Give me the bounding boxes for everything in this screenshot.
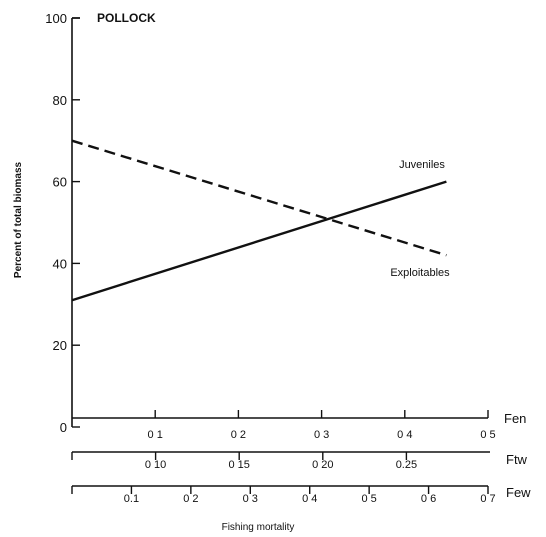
x-axis-name: Ftw [506, 452, 528, 467]
x-tick-label: 0 2 [183, 493, 198, 505]
series-line-exploitables [71, 139, 447, 257]
x-tick-label: 0.25 [396, 459, 417, 471]
series-label-juveniles: Juveniles [399, 159, 445, 171]
y-tick-label: 40 [53, 256, 67, 271]
x-tick-label: 0 20 [312, 459, 333, 471]
x-tick-label: 0 7 [480, 493, 495, 505]
x-axis-ftw: 0 10 0 15 0 20 0.25 Ftw [71, 451, 528, 471]
x-tick-label: 0 15 [228, 459, 249, 471]
x-tick-label: 0 4 [302, 493, 317, 505]
x-tick-label: 0 2 [231, 429, 246, 441]
x-axis-fen: 0 1 0 2 0 3 0 4 0 5 Fen [72, 410, 526, 441]
y-ticks: 0 20 40 60 80 100 [45, 11, 80, 435]
x-axis-name: Fen [504, 411, 526, 426]
x-tick-label: 0 3 [243, 493, 258, 505]
x-tick-label: 0 10 [145, 459, 166, 471]
x-tick-label: 0 5 [361, 493, 376, 505]
x-axis-few: 0.1 0 2 0 3 0 4 0 5 0 6 0 7 Few [71, 485, 531, 505]
series-group: Juveniles Exploitables [71, 139, 450, 302]
y-tick-label: 20 [53, 338, 67, 353]
x-tick-label: 0 3 [314, 429, 329, 441]
x-tick-label: 0 6 [421, 493, 436, 505]
y-tick-label: 60 [53, 175, 67, 190]
y-tick-label: 100 [45, 11, 67, 26]
series-line-juveniles [71, 180, 447, 302]
x-axis-label: Fishing mortality [222, 522, 295, 533]
series-label-exploitables: Exploitables [390, 267, 450, 279]
x-tick-label: 0 4 [397, 429, 412, 441]
x-axes: 0 1 0 2 0 3 0 4 0 5 Fen 0 10 0 15 0 20 0.25 Ftw 0.1… [71, 410, 531, 505]
x-tick-label: 0 1 [148, 429, 163, 441]
y-axis-label: Percent of total biomass [13, 161, 24, 278]
y-tick-label: 0 [60, 420, 67, 435]
x-axis-name: Few [506, 485, 531, 500]
y-tick-label: 80 [53, 93, 67, 108]
chart-title: POLLOCK [97, 11, 156, 25]
x-tick-label: 0.1 [124, 493, 139, 505]
x-tick-label: 0 5 [480, 429, 495, 441]
